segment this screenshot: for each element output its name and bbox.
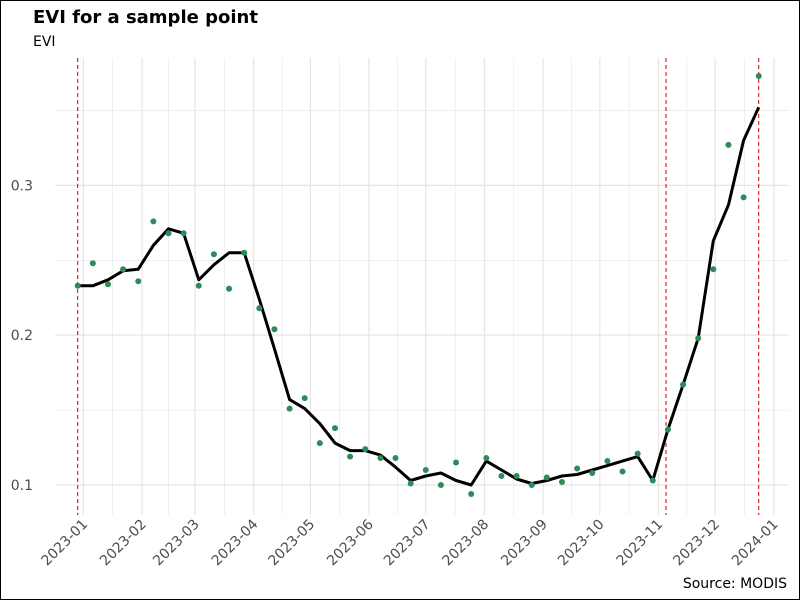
data-point: [453, 459, 460, 466]
x-tick-label: 2023-10: [555, 517, 608, 570]
data-point: [574, 465, 581, 472]
data-point: [483, 455, 490, 462]
data-point: [543, 474, 550, 481]
x-tick-label: 2023-02: [97, 517, 150, 570]
y-tick-label: 0.1: [11, 478, 33, 494]
data-point: [256, 305, 263, 312]
data-point: [104, 281, 111, 288]
data-point: [74, 282, 81, 289]
data-point: [89, 260, 96, 267]
data-point: [241, 249, 248, 256]
data-point: [377, 455, 384, 462]
data-point: [740, 194, 747, 201]
x-tick-label: 2023-04: [209, 516, 262, 569]
data-point: [725, 141, 732, 148]
x-tick-label: 2023-07: [381, 517, 434, 570]
x-tick-label: 2024-01: [729, 517, 782, 570]
data-point: [120, 266, 127, 273]
data-point: [558, 479, 565, 486]
data-point: [362, 446, 369, 453]
data-point: [528, 482, 535, 489]
data-point: [210, 251, 217, 258]
data-point: [407, 480, 414, 487]
data-point: [604, 458, 611, 465]
data-point: [755, 72, 762, 79]
data-point: [347, 453, 354, 460]
series-line: [77, 106, 761, 487]
data-point: [634, 450, 641, 457]
data-point: [331, 425, 338, 432]
data-point: [301, 395, 308, 402]
data-point: [513, 473, 520, 480]
x-tick-label: 2023-08: [440, 517, 493, 570]
data-point: [710, 266, 717, 273]
data-point: [150, 218, 157, 225]
chart-title: EVI for a sample point: [33, 7, 258, 28]
data-point: [392, 455, 399, 462]
x-tick-label: 2023-12: [670, 517, 723, 570]
data-point: [165, 230, 172, 237]
data-point: [664, 426, 671, 433]
data-point: [649, 477, 656, 484]
x-tick-label: 2023-06: [324, 516, 377, 569]
chart-caption: Source: MODIS: [682, 576, 787, 592]
data-point: [271, 326, 278, 333]
data-point: [498, 473, 505, 480]
data-point: [195, 282, 202, 289]
data-point: [680, 381, 687, 388]
x-tick-label: 2023-03: [150, 517, 203, 570]
data-point: [422, 467, 429, 474]
y-tick-label: 0.2: [11, 328, 33, 344]
data-point: [589, 470, 596, 477]
data-point: [316, 440, 323, 447]
data-point: [226, 285, 233, 292]
data-point: [468, 491, 475, 498]
y-axis-label: EVI: [33, 34, 56, 50]
data-point: [135, 278, 142, 285]
data-point: [437, 482, 444, 489]
data-point: [180, 230, 187, 237]
data-point: [695, 335, 702, 342]
x-tick-label: 2023-05: [266, 517, 319, 570]
data-point: [286, 405, 293, 412]
y-tick-label: 0.3: [11, 178, 33, 194]
x-tick-label: 2023-09: [498, 517, 551, 570]
data-point: [619, 468, 626, 475]
x-tick-label: 2023-01: [39, 517, 92, 570]
x-tick-label: 2023-11: [614, 517, 667, 570]
